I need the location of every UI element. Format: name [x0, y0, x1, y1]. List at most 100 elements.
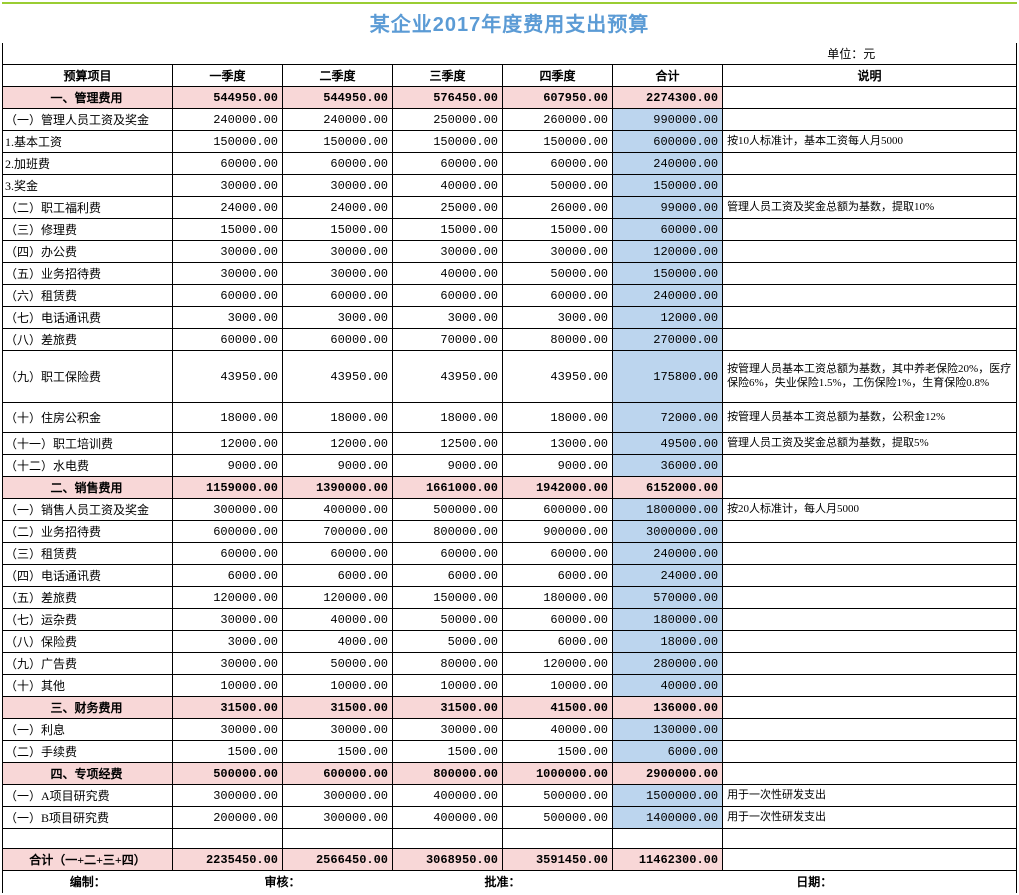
- row-q2: 300000.00: [283, 785, 393, 807]
- table-row: （四）电话通讯费6000.006000.006000.006000.002400…: [3, 565, 1017, 587]
- row-desc: [723, 587, 1017, 609]
- row-label: （二）手续费: [3, 741, 173, 763]
- table-row: （八）差旅费60000.0060000.0070000.0080000.0027…: [3, 329, 1017, 351]
- row-q3: 70000.00: [393, 329, 503, 351]
- row-desc: [723, 153, 1017, 175]
- row-desc: [723, 109, 1017, 131]
- table-row: （九）职工保险费43950.0043950.0043950.0043950.00…: [3, 351, 1017, 403]
- table-row: 1.基本工资150000.00150000.00150000.00150000.…: [3, 131, 1017, 153]
- table-row: （三）租赁费60000.0060000.0060000.0060000.0024…: [3, 543, 1017, 565]
- header-total: 合计: [613, 65, 723, 87]
- row-label: （十一）职工培训费: [3, 433, 173, 455]
- row-q1: 30000.00: [173, 609, 283, 631]
- row-label: （一）B项目研究费: [3, 807, 173, 829]
- row-q1: 43950.00: [173, 351, 283, 403]
- grand-total-row: 合计（一+二+三+四）2235450.002566450.003068950.0…: [3, 849, 1017, 871]
- row-q2: 3000.00: [283, 307, 393, 329]
- row-q1: 10000.00: [173, 675, 283, 697]
- row-label: （七）电话通讯费: [3, 307, 173, 329]
- row-total: 180000.00: [613, 609, 723, 631]
- row-total: 150000.00: [613, 263, 723, 285]
- row-total: 240000.00: [613, 543, 723, 565]
- header-q2: 二季度: [283, 65, 393, 87]
- row-total: 12000.00: [613, 307, 723, 329]
- row-label: （八）差旅费: [3, 329, 173, 351]
- row-q3: 30000.00: [393, 719, 503, 741]
- table-row: （七）电话通讯费3000.003000.003000.003000.001200…: [3, 307, 1017, 329]
- row-label: 一、管理费用: [3, 87, 173, 109]
- row-q1: 60000.00: [173, 329, 283, 351]
- row-label: 3.奖金: [3, 175, 173, 197]
- table-row: （八）保险费3000.004000.005000.006000.0018000.…: [3, 631, 1017, 653]
- row-q3: 150000.00: [393, 131, 503, 153]
- row-q4: 10000.00: [503, 675, 613, 697]
- row-label: （一）管理人员工资及奖金: [3, 109, 173, 131]
- table-row: 一、管理费用544950.00544950.00576450.00607950.…: [3, 87, 1017, 109]
- row-label: （五）业务招待费: [3, 263, 173, 285]
- row-q1: 300000.00: [173, 499, 283, 521]
- row-q3: 25000.00: [393, 197, 503, 219]
- row-q2: 50000.00: [283, 653, 393, 675]
- table-row: 2.加班费60000.0060000.0060000.0060000.00240…: [3, 153, 1017, 175]
- grand-q1: 2235450.00: [173, 849, 283, 871]
- row-desc: [723, 241, 1017, 263]
- row-label: （四）办公费: [3, 241, 173, 263]
- row-total: 1800000.00: [613, 499, 723, 521]
- table-row: （十）其他10000.0010000.0010000.0010000.00400…: [3, 675, 1017, 697]
- row-total: 49500.00: [613, 433, 723, 455]
- row-q4: 60000.00: [503, 609, 613, 631]
- row-q3: 40000.00: [393, 175, 503, 197]
- row-q1: 60000.00: [173, 543, 283, 565]
- row-desc: [723, 675, 1017, 697]
- row-total: 6000.00: [613, 741, 723, 763]
- row-q2: 60000.00: [283, 329, 393, 351]
- row-desc: [723, 219, 1017, 241]
- row-desc: [723, 763, 1017, 785]
- table-row: （五）差旅费120000.00120000.00150000.00180000.…: [3, 587, 1017, 609]
- table-row: （一）A项目研究费300000.00300000.00400000.005000…: [3, 785, 1017, 807]
- row-label: （七）运杂费: [3, 609, 173, 631]
- row-q3: 43950.00: [393, 351, 503, 403]
- row-label: （一）销售人员工资及奖金: [3, 499, 173, 521]
- row-q2: 150000.00: [283, 131, 393, 153]
- budget-table: 单位：元 预算项目 一季度 二季度 三季度 四季度 合计 说明 一、管理费用54…: [2, 43, 1017, 893]
- row-total: 136000.00: [613, 697, 723, 719]
- row-q3: 800000.00: [393, 521, 503, 543]
- row-q4: 50000.00: [503, 175, 613, 197]
- row-q4: 60000.00: [503, 153, 613, 175]
- row-total: 570000.00: [613, 587, 723, 609]
- row-q4: 1000000.00: [503, 763, 613, 785]
- row-desc: 按管理人员基本工资总额为基数，公积金12%: [723, 403, 1017, 433]
- grand-q3: 3068950.00: [393, 849, 503, 871]
- row-q4: 150000.00: [503, 131, 613, 153]
- row-desc: 按10人标准计，基本工资每人月5000: [723, 131, 1017, 153]
- row-desc: [723, 521, 1017, 543]
- footer-row: 编制：审核：批准：日期：: [3, 871, 1017, 893]
- row-total: 240000.00: [613, 153, 723, 175]
- row-q2: 300000.00: [283, 807, 393, 829]
- row-q4: 1942000.00: [503, 477, 613, 499]
- row-q2: 240000.00: [283, 109, 393, 131]
- row-desc: [723, 329, 1017, 351]
- row-total: 36000.00: [613, 455, 723, 477]
- row-q2: 4000.00: [283, 631, 393, 653]
- row-q1: 240000.00: [173, 109, 283, 131]
- row-label: （五）差旅费: [3, 587, 173, 609]
- row-label: （三）租赁费: [3, 543, 173, 565]
- row-q3: 9000.00: [393, 455, 503, 477]
- row-q2: 60000.00: [283, 153, 393, 175]
- row-total: 6152000.00: [613, 477, 723, 499]
- row-q4: 500000.00: [503, 785, 613, 807]
- row-q4: 607950.00: [503, 87, 613, 109]
- row-q4: 600000.00: [503, 499, 613, 521]
- row-total: 24000.00: [613, 565, 723, 587]
- row-total: 18000.00: [613, 631, 723, 653]
- row-q4: 30000.00: [503, 241, 613, 263]
- row-q4: 18000.00: [503, 403, 613, 433]
- row-label: 1.基本工资: [3, 131, 173, 153]
- table-row: （十一）职工培训费12000.0012000.0012500.0013000.0…: [3, 433, 1017, 455]
- row-label: 二、销售费用: [3, 477, 173, 499]
- row-desc: [723, 741, 1017, 763]
- row-label: 四、专项经费: [3, 763, 173, 785]
- row-q1: 120000.00: [173, 587, 283, 609]
